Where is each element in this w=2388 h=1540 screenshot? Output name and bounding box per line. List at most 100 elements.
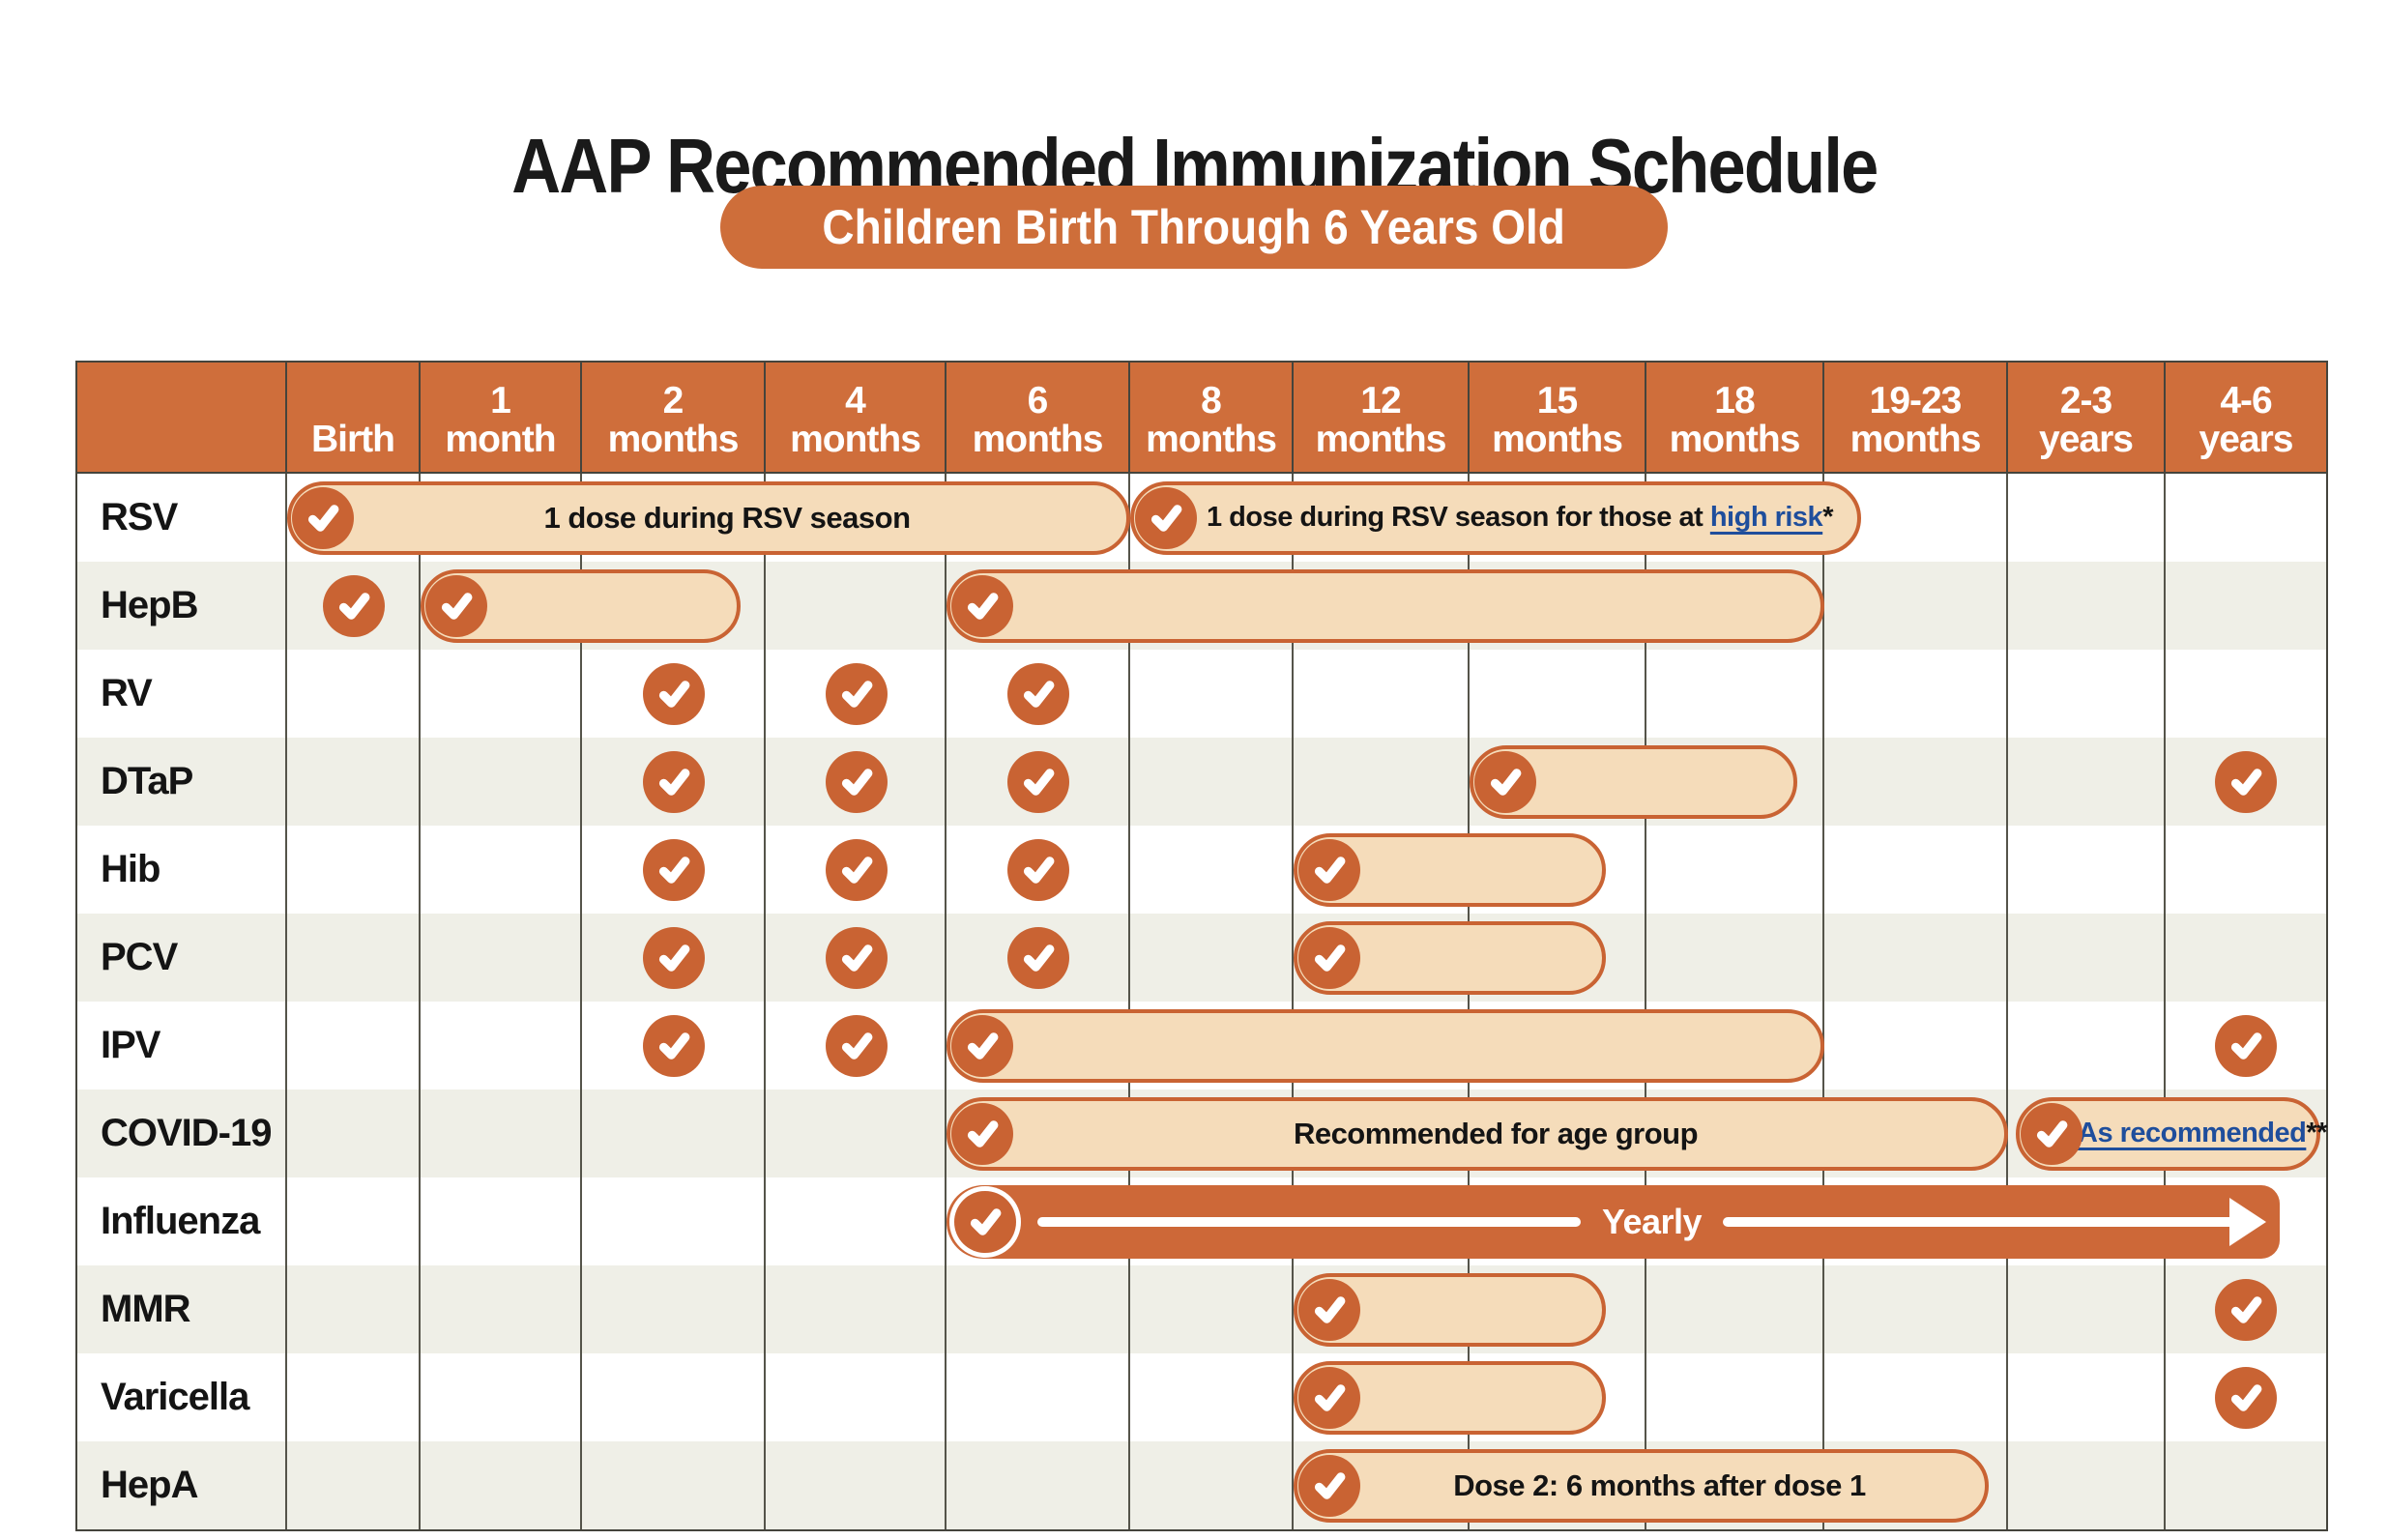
dose-check xyxy=(766,914,946,1002)
yearly-arrow-bar: Yearly xyxy=(946,1184,2280,1259)
row-label: Hib xyxy=(101,848,160,890)
check-icon xyxy=(951,1102,1013,1165)
high-risk-link[interactable]: high risk xyxy=(1709,502,1823,533)
subtitle-badge: Children Birth Through 6 Years Old xyxy=(720,186,1668,269)
table-body: RSV 1 dose during RSV season 1 dose duri… xyxy=(77,474,2327,1529)
header-cell-15-months: 15 months xyxy=(1470,363,1646,472)
header-cell-1-month: 1 month xyxy=(421,363,582,472)
dose-check xyxy=(946,738,1130,826)
arrowhead-icon xyxy=(2229,1197,2267,1246)
check-icon xyxy=(2215,1014,2277,1077)
dose-range-pill xyxy=(946,1008,1824,1083)
row-label: HepA xyxy=(101,1464,198,1506)
header-cell-4-6-years: 4-6 years xyxy=(2199,379,2294,461)
header-cell-8-months: 8 months xyxy=(1130,363,1294,472)
table-row-pcv: PCV xyxy=(77,914,2326,1002)
check-icon xyxy=(951,574,1013,637)
header-cell-6-months: 6 months xyxy=(946,363,1130,472)
check-icon xyxy=(1298,838,1360,901)
check-icon xyxy=(2215,1278,2277,1341)
row-label: RV xyxy=(101,672,153,714)
check-icon xyxy=(643,662,705,725)
dose-check xyxy=(766,738,946,826)
dose-range-pill xyxy=(1294,832,1606,907)
table-row-hib: Hib xyxy=(77,826,2326,914)
row-label: HepB xyxy=(101,584,198,626)
dose-range-pill xyxy=(946,568,1824,643)
subtitle-text: Children Birth Through 6 Years Old xyxy=(822,200,1566,254)
dose-check xyxy=(582,914,766,1002)
check-icon xyxy=(643,838,705,901)
header-cell-4-months: 4 months xyxy=(766,363,946,472)
check-icon xyxy=(1007,838,1069,901)
check-icon xyxy=(1298,1366,1360,1429)
check-icon xyxy=(1007,926,1069,989)
schedule-table: Birth 1 month 2 months 4 months 6 months 8 mo… xyxy=(75,361,2328,1531)
row-label: Influenza xyxy=(101,1200,260,1242)
table-row-dtap: DTaP xyxy=(77,738,2326,826)
dose-check xyxy=(766,826,946,914)
dose-check xyxy=(766,650,946,738)
dose-range-pill: Dose 2: 6 months after dose 1 xyxy=(1294,1448,1989,1523)
check-icon xyxy=(1007,750,1069,813)
column-gridlines xyxy=(77,474,2326,1529)
dose-range-pill xyxy=(1470,744,1797,819)
check-icon xyxy=(2021,1102,2082,1165)
pill-text: 1 dose during RSV season xyxy=(543,500,911,535)
check-icon xyxy=(1298,926,1360,989)
check-icon xyxy=(825,662,888,725)
check-icon xyxy=(825,750,888,813)
dose-check xyxy=(582,650,766,738)
dose-check xyxy=(766,1002,946,1090)
dose-check xyxy=(946,914,1130,1002)
dose-check xyxy=(946,650,1130,738)
dose-range-pill xyxy=(1294,920,1606,995)
check-icon xyxy=(643,926,705,989)
row-label: COVID-19 xyxy=(101,1112,273,1154)
dose-range-pill: Recommended for age group xyxy=(946,1096,2008,1171)
dose-check xyxy=(582,738,766,826)
header-cell-2-3-years: 2-3 years xyxy=(2008,363,2166,472)
row-label: MMR xyxy=(101,1288,191,1330)
check-icon xyxy=(951,1014,1013,1077)
arrow-label: Yearly xyxy=(1601,1201,1703,1241)
dose-range-pill xyxy=(1294,1360,1606,1435)
header-cell-vaccine xyxy=(77,363,287,472)
arrow-line xyxy=(1037,1216,1581,1227)
check-icon xyxy=(2215,1366,2277,1429)
table-row-ipv: IPV xyxy=(77,1002,2326,1090)
table-row-rv: RV xyxy=(77,650,2326,738)
check-icon xyxy=(825,926,888,989)
table-row-varicella: Varicella xyxy=(77,1353,2326,1441)
check-icon xyxy=(825,1014,888,1077)
table-row-mmr: MMR xyxy=(77,1265,2326,1353)
row-label: PCV xyxy=(101,936,178,978)
dose-range-pill: As recommended** xyxy=(2016,1096,2327,1171)
header-cell-2-months: 2 months xyxy=(582,363,766,472)
check-icon xyxy=(323,574,385,637)
check-icon xyxy=(643,1014,705,1077)
dose-range-pill: 1 dose during RSV season xyxy=(287,480,1130,555)
header-cell-birth: Birth xyxy=(287,363,421,472)
row-label: IPV xyxy=(101,1024,160,1066)
pill-text: Dose 2: 6 months after dose 1 xyxy=(1453,1467,1866,1502)
dose-check xyxy=(287,562,421,650)
dose-range-pill: 1 dose during RSV season for those at hi… xyxy=(1130,480,1861,555)
table-row-influenza: Influenza Yearly xyxy=(77,1177,2326,1265)
dose-check xyxy=(582,1002,766,1090)
table-header-row: Birth 1 month 2 months 4 months 6 months 8 mo… xyxy=(77,363,2326,474)
pill-text: As recommended** xyxy=(2078,1118,2327,1148)
pill-text: 1 dose during RSV season for those at hi… xyxy=(1207,502,1833,533)
header-cell-19-23-months: 19-23 months xyxy=(1824,363,2008,472)
check-icon xyxy=(292,486,354,549)
table-row-covid19: COVID-19 Recommended for age group As re… xyxy=(77,1090,2327,1177)
dose-check xyxy=(946,826,1130,914)
check-icon xyxy=(2215,750,2277,813)
dose-check xyxy=(2166,1353,2326,1441)
arrow-line xyxy=(1723,1197,2267,1246)
as-recommended-link[interactable]: As recommended xyxy=(2078,1118,2307,1148)
header-cell-18-months: 18 months xyxy=(1646,363,1824,472)
dose-check xyxy=(2166,738,2326,826)
pill-text: Recommended for age group xyxy=(1293,1116,1699,1150)
